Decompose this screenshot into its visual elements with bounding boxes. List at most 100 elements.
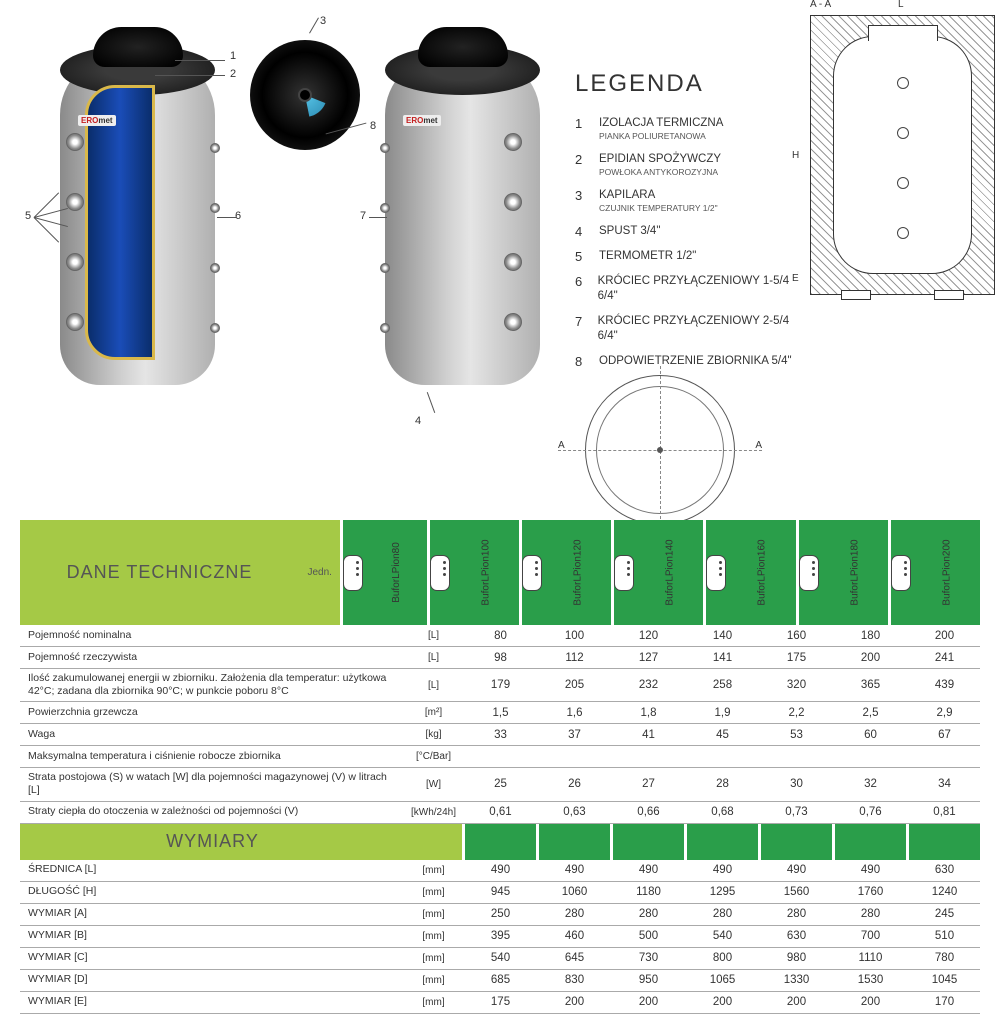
- model-column-header: BuforLPion200: [891, 520, 980, 625]
- table-row: Pojemność rzeczywista [L]981121271411752…: [20, 647, 980, 669]
- table-title-tech: DANE TECHNICZNE: [20, 520, 299, 625]
- row-value: 141: [687, 652, 758, 664]
- row-value: 630: [761, 930, 832, 942]
- row-value: 1,8: [613, 707, 684, 719]
- legend-title: LEGENDA: [575, 70, 800, 98]
- row-value: 45: [687, 729, 758, 741]
- legend-num: 8: [575, 354, 599, 369]
- row-value: 830: [539, 974, 610, 986]
- row-value: 490: [613, 864, 684, 876]
- model-column-header: BuforLPion140: [614, 520, 703, 625]
- table-row: DŁUGOŚĆ [H] [mm]945106011801295156017601…: [20, 882, 980, 904]
- row-unit: [mm]: [405, 997, 462, 1008]
- row-value: 1240: [909, 886, 980, 898]
- table-dim-cols: [462, 824, 980, 860]
- row-value: 250: [465, 908, 536, 920]
- row-label: Ilość zakumulowanej energii w zbiorniku.…: [20, 669, 405, 701]
- row-value: 2,9: [909, 707, 980, 719]
- circle-A-left: A: [558, 440, 565, 451]
- row-value: 67: [909, 729, 980, 741]
- row-value: 2,5: [835, 707, 906, 719]
- model-column-header: BuforLPion180: [799, 520, 888, 625]
- callout-3: 3: [320, 15, 326, 27]
- row-unit: [kWh/24h]: [405, 807, 462, 818]
- table-row: ŚREDNICA [L] [mm]490490490490490490630: [20, 860, 980, 882]
- row-value: 395: [465, 930, 536, 942]
- legend-num: 1: [575, 116, 599, 131]
- tank-cutaway: EROmet: [60, 55, 215, 385]
- diagram-area: EROmet: [0, 0, 1000, 520]
- row-value: 320: [761, 679, 832, 691]
- table-row: Waga [kg]33374145536067: [20, 724, 980, 746]
- table-title-dim: WYMIARY: [20, 824, 405, 860]
- row-value: 645: [539, 952, 610, 964]
- row-value: 950: [613, 974, 684, 986]
- row-label: WYMIAR [E]: [20, 992, 405, 1011]
- legend-text: KRÓCIEC PRZYŁĄCZENIOWY 1-5/4 6/4": [598, 274, 800, 304]
- legend-text: SPUST 3/4": [599, 224, 660, 239]
- legend-item: 5 TERMOMETR 1/2": [575, 249, 800, 264]
- row-value: 53: [761, 729, 832, 741]
- row-value: 258: [687, 679, 758, 691]
- callout-4: 4: [415, 415, 421, 427]
- tank-icon: [614, 555, 634, 591]
- row-value: 800: [687, 952, 758, 964]
- row-value: 1,6: [539, 707, 610, 719]
- model-name: BuforLPion80: [391, 542, 402, 603]
- model-name: BuforLPion180: [849, 539, 860, 605]
- row-unit: [W]: [405, 779, 462, 790]
- row-label: Powierzchnia grzewcza: [20, 703, 405, 722]
- row-value: 540: [687, 930, 758, 942]
- table-row: WYMIAR [E] [mm]175200200200200200170: [20, 992, 980, 1014]
- row-unit: [L]: [405, 652, 462, 663]
- model-column-header: BuforLPion120: [522, 520, 611, 625]
- legend-num: 3: [575, 188, 599, 203]
- row-value: 120: [613, 630, 684, 642]
- row-value: 32: [835, 778, 906, 790]
- row-unit: [L]: [405, 630, 462, 641]
- legend-item: 7 KRÓCIEC PRZYŁĄCZENIOWY 2-5/4 6/4": [575, 314, 800, 344]
- page: EROmet: [0, 0, 1000, 1014]
- tank-exterior: EROmet: [385, 55, 540, 385]
- model-name: BuforLPion140: [665, 539, 676, 605]
- row-value: 630: [909, 864, 980, 876]
- row-value: 685: [465, 974, 536, 986]
- row-unit: [L]: [405, 680, 462, 691]
- table-unit-header: Jedn.: [299, 520, 340, 625]
- label-L: L: [898, 0, 904, 10]
- row-unit: [mm]: [405, 975, 462, 986]
- row-value: 37: [539, 729, 610, 741]
- row-value: 490: [687, 864, 758, 876]
- row-value: 0,81: [909, 806, 980, 818]
- label-AA: A - A: [810, 0, 831, 10]
- row-value: 170: [909, 996, 980, 1008]
- row-unit: [mm]: [405, 887, 462, 898]
- table-row: Strata postojowa (S) w watach [W] dla po…: [20, 768, 980, 801]
- row-value: 25: [465, 778, 536, 790]
- row-label: Pojemność nominalna: [20, 626, 405, 645]
- table-row: WYMIAR [C] [mm]5406457308009801110780: [20, 948, 980, 970]
- tank-icon: [706, 555, 726, 591]
- row-value: 200: [687, 996, 758, 1008]
- legend-num: 2: [575, 152, 599, 167]
- table-rows-tech: Pojemność nominalna [L]80100120140160180…: [20, 625, 980, 824]
- legend-text: EPIDIAN SPOŻYWCZYPOWŁOKA ANTYKOROZYJNA: [599, 152, 721, 178]
- table-row: Straty ciepła do otoczenia w zależności …: [20, 802, 980, 824]
- row-unit: [mm]: [405, 865, 462, 876]
- brand-logo: EROmet: [78, 115, 116, 126]
- circle-A-right: A: [755, 440, 762, 451]
- tank-icon: [891, 555, 911, 591]
- row-value: 1,5: [465, 707, 536, 719]
- row-label: Maksymalna temperatura i ciśnienie roboc…: [20, 747, 405, 766]
- table-row: WYMIAR [D] [mm]6858309501065133015301045: [20, 970, 980, 992]
- row-value: 112: [539, 652, 610, 664]
- row-label: ŚREDNICA [L]: [20, 860, 405, 879]
- table-header-row: DANE TECHNICZNE Jedn. BuforLPion80BuforL…: [20, 520, 980, 625]
- legend-num: 5: [575, 249, 599, 264]
- row-value: 98: [465, 652, 536, 664]
- callout-7: 7: [360, 210, 366, 222]
- row-value: 1110: [835, 952, 906, 964]
- model-column-header: BuforLPion80: [343, 520, 427, 625]
- row-value: 490: [835, 864, 906, 876]
- table-model-columns: BuforLPion80BuforLPion100BuforLPion120Bu…: [340, 520, 980, 625]
